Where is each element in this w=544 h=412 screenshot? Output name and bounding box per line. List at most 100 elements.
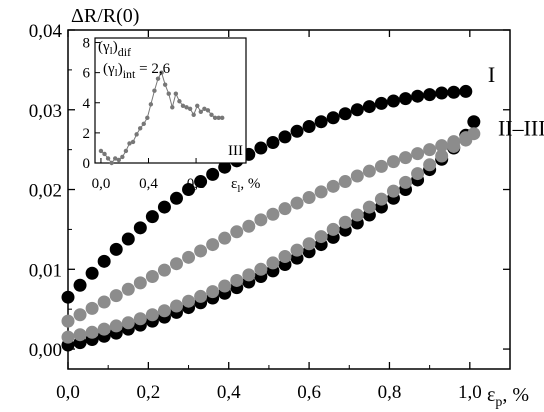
main-data-point [374,159,388,173]
main-data-point [230,273,244,287]
curve-labels: I II–III [488,62,544,140]
inset-x-tick-label: 0,0 [92,176,111,192]
inset-annotation-close: ) [118,61,123,77]
inset-data-point [134,132,139,137]
main-x-axis-title: εp, % [487,384,529,410]
main-data-point [242,219,256,233]
inset-data-point [130,139,136,145]
main-x-axis-title-unit: , % [502,384,529,406]
inset-annotation-sub: int [123,67,136,81]
main-data-point [206,167,220,181]
main-data-point [423,158,437,172]
main-data-point [157,304,171,318]
main-data-point [194,175,208,189]
inset-data-point [102,151,107,157]
main-data-point [266,207,280,221]
main-data-point [386,184,400,198]
main-data-point [350,208,364,222]
main-data-point [218,231,232,245]
inset-y-title-open: (γ [98,39,110,55]
main-data-point [326,222,340,236]
main-data-point [169,299,183,313]
main-data-point [435,139,449,153]
main-data-point [278,130,292,144]
main-data-point [73,328,87,342]
main-data-point [266,256,280,270]
main-data-point [278,250,292,264]
inset-data-point [220,115,225,121]
inset-data-point [187,106,193,111]
main-data-point [411,89,425,103]
main-data-point [374,192,388,206]
main-data-point [73,308,87,322]
main-data-point [61,330,75,344]
inset-y-title-sub: dif [118,45,131,59]
main-data-point [121,316,135,330]
main-x-tick-label: 0,0 [56,382,80,403]
main-data-point [109,319,123,333]
main-data-point [302,237,316,251]
main-data-point [399,92,413,106]
main-data-point [145,308,159,322]
inset-data-point [116,157,121,163]
inset-x-title-subscript: l [237,183,240,195]
inset-data-point [98,148,104,154]
main-data-point [182,183,196,197]
main-data-point [290,196,304,210]
inset-panel-label: III [228,143,243,159]
inset-data-points [98,70,225,166]
main-data-point [218,279,232,293]
inset-data-point [180,103,186,108]
inset-data-point [209,112,214,118]
main-data-point [121,282,135,296]
inset-data-point [113,156,118,161]
main-data-point [278,202,292,216]
main-data-point [266,135,280,149]
main-data-point [73,278,87,292]
main-data-point [411,167,425,181]
main-x-tick-label: 0,6 [297,382,321,403]
inset-y-tick-label: 8 [83,36,91,52]
main-data-point [435,149,449,163]
inset-data-point [120,154,125,160]
main-data-point [194,289,208,303]
main-data-point [218,160,232,174]
inset-y-tick-label: 4 [83,96,91,112]
main-data-point [85,325,99,339]
main-x-tick-label: 0,4 [217,382,241,403]
inset-data-point [173,91,179,96]
main-data-point [338,107,352,121]
inset-data-point [162,82,168,87]
inset-y-title-sub-l: l [110,45,113,57]
main-data-point [314,115,328,129]
main-data-point [290,243,304,257]
main-data-point [97,295,111,309]
main-data-point [85,266,99,280]
curve-label: II–III [498,115,544,140]
inset-y-axis-title: (γl)dif [98,39,131,59]
inset-data-point [216,115,221,121]
main-data-point [423,88,437,102]
main-data-point [145,210,159,224]
main-data-point [302,191,316,205]
main-data-point [314,185,328,199]
inset-y-title-close: ) [113,39,118,55]
main-y-axis-title: ΔR/R(0) [71,5,139,27]
inset-data-point [159,70,164,75]
inset-data-point [152,88,157,93]
main-data-point [97,322,111,336]
main-data-point [133,276,147,290]
inset-x-tick-label: 0,8 [187,176,206,192]
main-data-point [326,179,340,193]
main-data-point [362,100,376,114]
main-data-point [121,232,135,246]
main-y-tick-label: 0,04 [29,21,63,42]
main-data-point [97,254,111,268]
main-y-tick-label: 0,02 [29,181,62,202]
inset-data-point [202,106,207,111]
main-data-point [314,230,328,244]
inset-x-tick-label: 0,4 [139,176,158,192]
main-data-point [399,175,413,189]
main-data-point [374,96,388,110]
